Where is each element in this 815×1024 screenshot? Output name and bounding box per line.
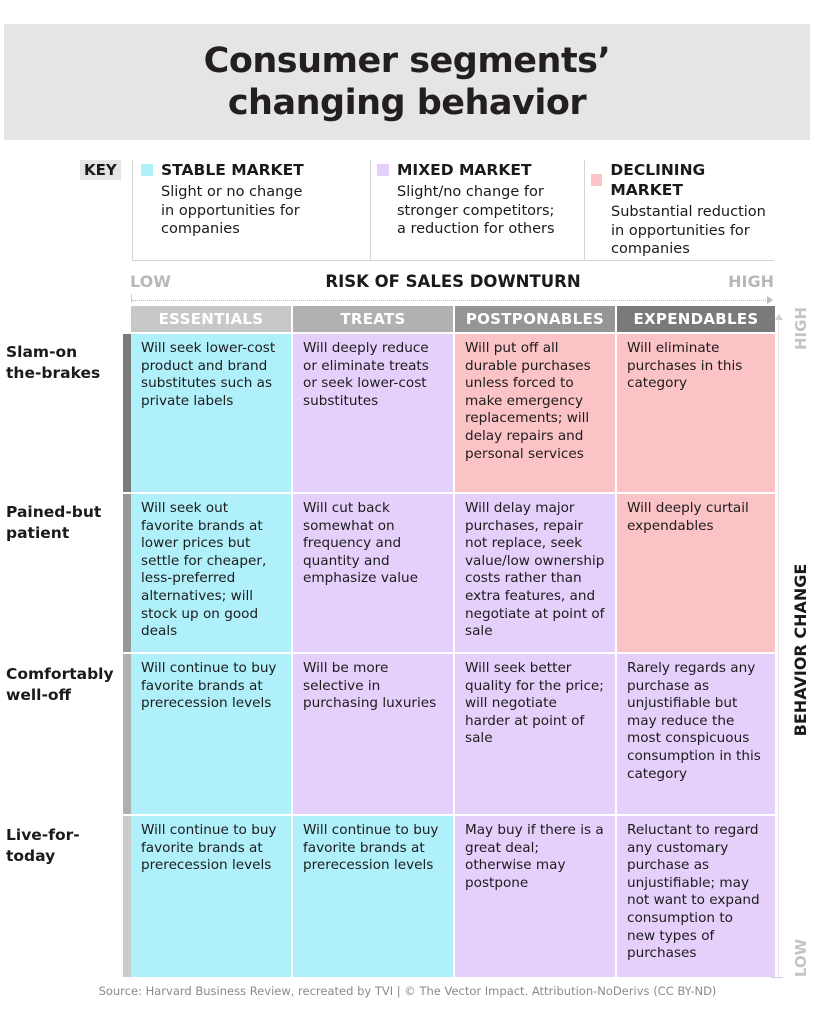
y-axis-arrow-icon — [775, 314, 783, 320]
cell-pained-expendables: Will deeply curtail expendables — [617, 494, 775, 652]
column-header-essentials: ESSENTIALS — [131, 306, 291, 332]
cell-live-treats: Will continue to buy favorite brands at … — [293, 816, 453, 977]
cell-comfortable-treats: Will be more selective in purchasing lux… — [293, 654, 453, 814]
y-axis-title: BEHAVIOR CHANGE — [791, 563, 810, 737]
page-title-line-2: changing behavior — [227, 83, 587, 123]
declining-swatch-icon — [591, 174, 603, 186]
row-bar — [123, 816, 131, 977]
cell-comfortable-expendables: Rarely regards any purchase as unjustifi… — [617, 654, 775, 814]
row-bar — [123, 334, 131, 492]
legend-item-name: MIXED MARKET — [397, 161, 532, 179]
column-header-expendables: EXPENDABLES — [617, 306, 775, 332]
column-header-postponables: POSTPONABLES — [455, 306, 615, 332]
legend: STABLE MARKET Slight or no change in opp… — [132, 160, 774, 261]
row-label-slam-on-the-brakes: Slam-on the-brakes — [6, 343, 101, 382]
legend-item-stable: STABLE MARKET Slight or no change in opp… — [141, 160, 304, 239]
y-axis-high-label: HIGH — [792, 306, 810, 350]
cell-live-postponables: May buy if there is a great deal; otherw… — [455, 816, 615, 977]
y-axis-line — [778, 318, 779, 978]
x-axis-high-label: HIGH — [728, 272, 774, 291]
cell-slam-treats: Will deeply reduce or eliminate treats o… — [293, 334, 453, 492]
cell-live-expendables: Reluctant to regard any customary purcha… — [617, 816, 775, 977]
cell-live-essentials: Will continue to buy favorite brands at … — [131, 816, 291, 977]
mixed-swatch-icon — [377, 164, 389, 176]
page-title-line-1: Consumer segments’ — [203, 41, 611, 81]
legend-item-description: Slight/no change for stronger competitor… — [397, 184, 555, 237]
title-band: Consumer segments’ changing behavior — [4, 24, 810, 140]
key-label: KEY — [80, 160, 121, 180]
column-header-treats: TREATS — [293, 306, 453, 332]
row-label-live-for-today: Live-for-today — [6, 826, 80, 865]
y-axis-low-label: LOW — [792, 938, 810, 978]
x-axis-line — [132, 300, 768, 301]
row-bar — [123, 654, 131, 814]
cell-pained-essentials: Will seek out favorite brands at lower p… — [131, 494, 291, 652]
cell-slam-postponables: Will put off all durable purchases unles… — [455, 334, 615, 492]
legend-item-name: STABLE MARKET — [161, 161, 304, 179]
row-label-pained-but-patient: Pained-but patient — [6, 503, 102, 542]
x-axis-title: RISK OF SALES DOWNTURN — [325, 272, 581, 291]
source-credit: Source: Harvard Business Review, recreat… — [98, 984, 717, 998]
x-axis-arrow-icon — [767, 296, 773, 304]
legend-item-declining: DECLINING MARKET Substantial reduction i… — [591, 160, 774, 259]
legend-item-name: DECLINING MARKET — [610, 161, 706, 199]
cell-slam-essentials: Will seek lower-cost product and brand s… — [131, 334, 291, 492]
cell-pained-treats: Will cut back somewhat on frequency and … — [293, 494, 453, 652]
legend-item-description: Slight or no change in opportunities for… — [161, 184, 303, 237]
x-axis-labels: LOW RISK OF SALES DOWNTURN HIGH — [130, 272, 776, 294]
stable-swatch-icon — [141, 164, 153, 176]
cell-slam-expendables: Will eliminate purchases in this categor… — [617, 334, 775, 492]
cell-pained-postponables: Will delay major purchases, repair not r… — [455, 494, 615, 652]
x-axis-low-label: LOW — [130, 272, 171, 291]
cell-comfortable-postponables: Will seek better quality for the price; … — [455, 654, 615, 814]
legend-divider — [584, 160, 585, 260]
x-axis-tick — [131, 294, 132, 302]
legend-item-mixed: MIXED MARKET Slight/no change for strong… — [377, 160, 555, 239]
y-axis-tick — [771, 977, 783, 978]
row-label-comfortably-well-off: Comfortably well-off — [6, 665, 114, 704]
legend-divider — [370, 160, 371, 260]
legend-item-description: Substantial reduction in opportunities f… — [611, 204, 766, 257]
cell-comfortable-essentials: Will continue to buy favorite brands at … — [131, 654, 291, 814]
row-bar — [123, 494, 131, 652]
